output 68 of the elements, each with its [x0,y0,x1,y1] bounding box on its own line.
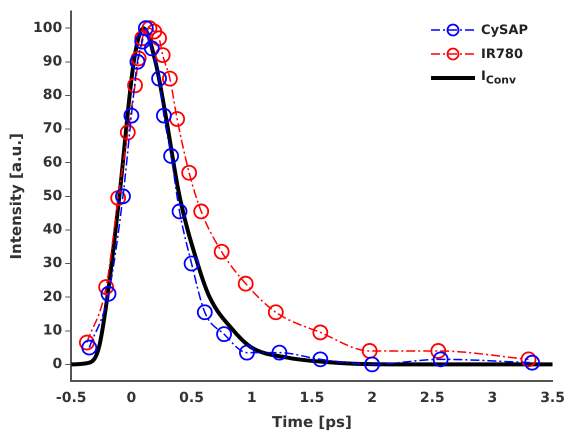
point [134,30,150,46]
point [154,47,171,64]
point [362,343,378,359]
point [120,124,136,140]
x-tick-label: 1 [246,390,257,406]
y-tick-label: 40 [42,222,62,238]
y-tick-label: 80 [42,87,62,104]
x-tick-label: 3 [488,390,498,406]
point [156,108,172,124]
y-tick-label: 10 [42,322,62,338]
point [364,356,380,372]
point [214,244,230,260]
point [123,108,140,124]
y-tick-label: 90 [42,53,62,70]
point [169,111,186,127]
point [115,188,131,204]
x-tick-label: 1.5 [300,390,324,406]
point [268,304,284,320]
y-tick-label: 20 [42,288,62,305]
y-tick-label: 100 [32,20,62,36]
legend-label: I$_{Conv}$ [481,69,516,87]
point [146,24,162,40]
point [181,164,198,181]
point [238,276,254,292]
y-tick-label: 50 [42,188,62,204]
point [130,54,146,70]
point [134,34,150,50]
point [172,204,188,220]
point [130,50,147,66]
x-tick-label: 2.5 [420,390,445,406]
point [163,148,180,164]
y-tick-label: 30 [42,255,62,272]
point [239,344,255,361]
point [312,351,328,368]
y-tick-label: 0 [52,356,62,372]
point [110,190,126,206]
x-tick-label: 0.5 [179,390,204,406]
point [162,70,178,87]
point [138,20,154,36]
y-tick-label: 60 [42,154,62,170]
legend-label: IR780 [481,46,524,62]
x-tick-label: 3.5 [540,390,566,406]
point [98,279,114,295]
point [81,340,98,356]
point [151,30,167,46]
point [144,40,160,56]
point [151,70,167,87]
point [142,20,158,36]
point [184,256,200,272]
point [272,344,288,361]
point [432,351,449,368]
legend-label: CySAP [481,22,528,38]
x-tick-label: 0 [126,390,137,406]
point [520,351,536,368]
x-tick-label: -0.5 [56,390,87,406]
point [312,324,328,340]
point [127,77,143,94]
point [100,286,116,302]
point [430,343,446,359]
point [524,354,540,371]
y-tick-label: 70 [42,120,62,137]
x-tick-label: 2 [367,390,377,406]
point [216,326,232,342]
point [78,334,95,350]
y-axis-title: Intensity [a.u.] [6,133,25,260]
point [196,304,213,320]
point [193,204,210,220]
x-axis-title: Time [ps] [272,412,352,431]
